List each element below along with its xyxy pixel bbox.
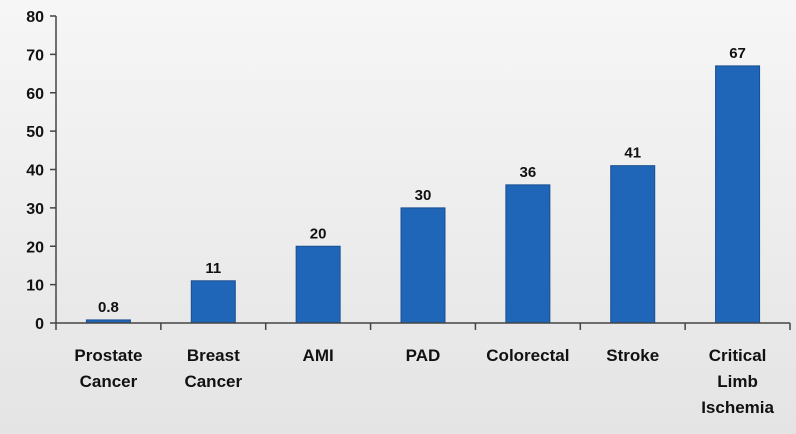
y-tick-label: 10 xyxy=(26,278,44,295)
y-tick-label: 80 xyxy=(26,9,44,26)
category-label-line: Cancer xyxy=(184,372,242,391)
y-tick-label: 50 xyxy=(26,124,44,141)
category-label-line: AMI xyxy=(303,346,334,365)
category-label: PAD xyxy=(406,346,441,365)
data-label: 30 xyxy=(415,187,432,204)
data-label: 11 xyxy=(205,260,221,277)
bar xyxy=(715,65,761,324)
data-labels: 0.8 11 20 30 36 41 67 xyxy=(98,45,746,316)
x-axis: Prostate Cancer Breast Cancer AMI PAD Colorect… xyxy=(55,322,791,417)
y-tick-label: 70 xyxy=(26,47,44,64)
category-label-line: PAD xyxy=(406,346,441,365)
y-tick-label: 60 xyxy=(26,86,44,103)
data-label: 0.8 xyxy=(98,299,119,316)
category-label-line: Limb xyxy=(717,372,758,391)
bar xyxy=(400,207,446,324)
category-label-line: Colorectal xyxy=(486,346,569,365)
category-label: Critical Limb Ischemia xyxy=(701,346,774,417)
bar xyxy=(190,280,236,324)
category-label: Stroke xyxy=(606,346,659,365)
category-label: Colorectal xyxy=(486,346,569,365)
bars xyxy=(85,65,761,324)
data-label: 41 xyxy=(624,145,641,162)
category-label: AMI xyxy=(303,346,334,365)
category-label-line: Ischemia xyxy=(701,398,774,417)
y-tick-label: 20 xyxy=(26,239,44,256)
category-label-line: Breast xyxy=(187,346,240,365)
bar xyxy=(610,165,656,324)
data-label: 36 xyxy=(520,164,537,181)
bar xyxy=(295,245,341,324)
y-tick-label: 30 xyxy=(26,201,44,218)
y-axis: 0 10 20 30 40 50 60 70 80 xyxy=(26,9,57,333)
category-label: Prostate Cancer xyxy=(74,346,142,391)
category-label-line: Critical xyxy=(709,346,767,365)
data-label: 67 xyxy=(729,45,746,62)
category-label-line: Cancer xyxy=(80,372,138,391)
y-tick-label: 0 xyxy=(35,316,44,333)
category-label: Breast Cancer xyxy=(184,346,242,391)
bar xyxy=(505,184,551,324)
category-label-line: Prostate xyxy=(74,346,142,365)
category-label-line: Stroke xyxy=(606,346,659,365)
y-tick-label: 40 xyxy=(26,163,44,180)
data-label: 20 xyxy=(310,225,327,242)
